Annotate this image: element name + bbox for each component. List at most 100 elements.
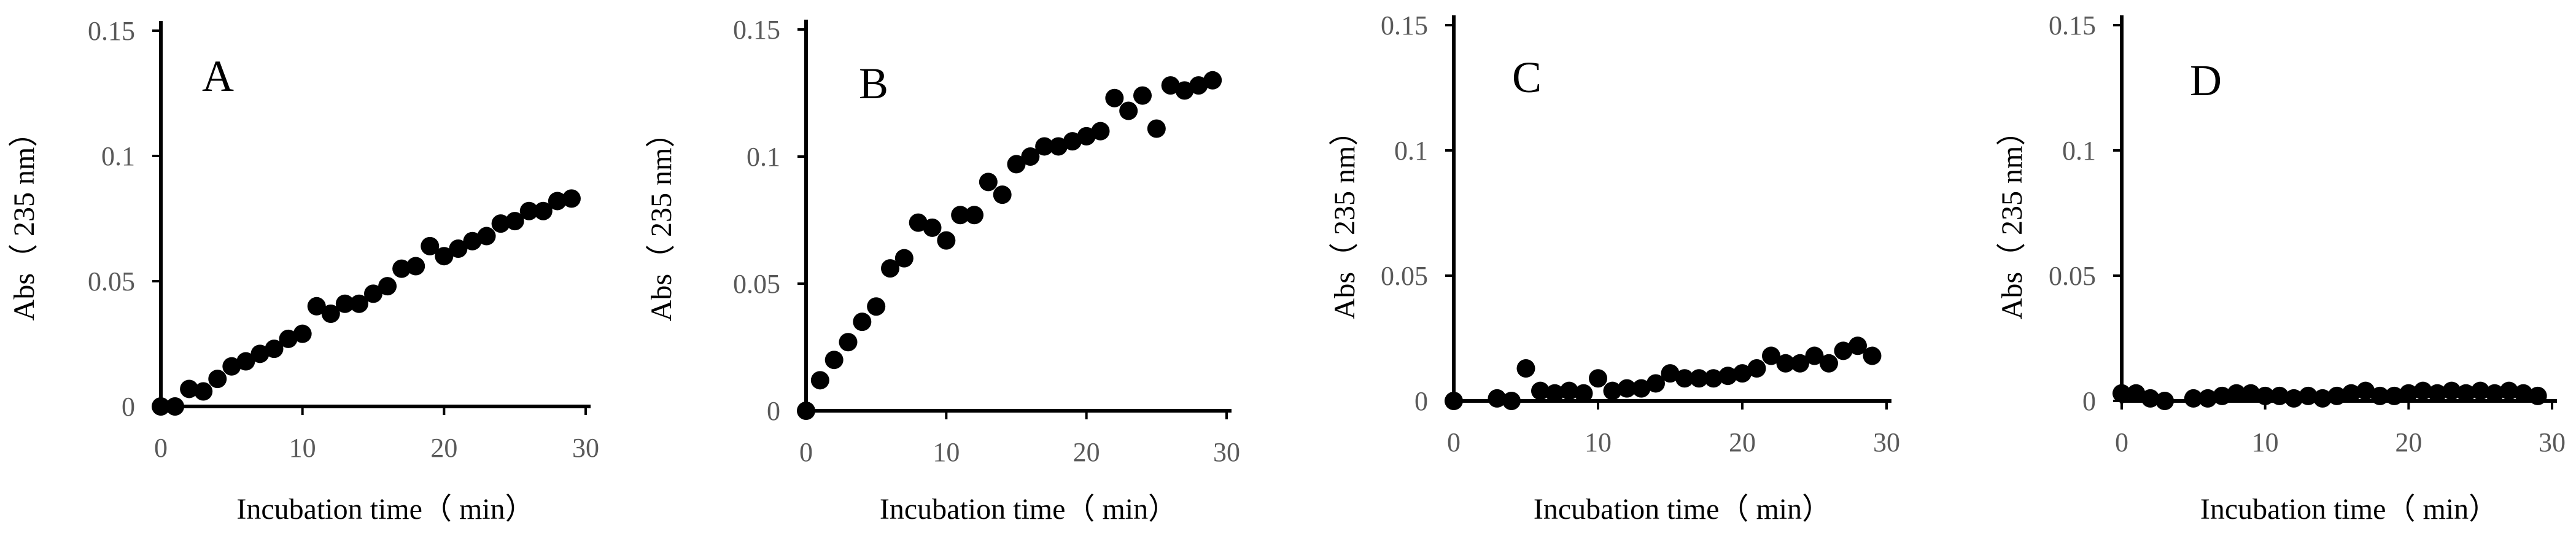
data-point (1545, 384, 1564, 403)
data-point (881, 259, 899, 278)
data-point (1175, 81, 1194, 100)
x-tick-label: 10 (933, 437, 960, 467)
data-point (279, 329, 298, 348)
data-point (1791, 354, 1809, 373)
data-point (1502, 392, 1521, 410)
data-point (2198, 389, 2217, 408)
data-point (435, 247, 454, 266)
data-point (364, 284, 382, 303)
data-point (2299, 386, 2318, 405)
data-point (1603, 381, 1622, 400)
data-point (2313, 389, 2332, 408)
data-point (166, 397, 185, 416)
data-point (2284, 389, 2303, 408)
x-tick-label: 20 (2395, 427, 2422, 457)
y-axis-title: Abs（ 235 nm） (1996, 117, 2028, 320)
data-point (2155, 392, 2174, 410)
data-point (2112, 384, 2131, 403)
data-point (1189, 76, 1208, 95)
data-point (1733, 364, 1752, 383)
data-point (965, 206, 983, 225)
data-point (839, 333, 858, 352)
data-point (2370, 386, 2389, 405)
data-point (2327, 386, 2346, 405)
data-point (1661, 364, 1680, 383)
data-point (1077, 126, 1096, 146)
y-tick-label: 0.1 (2062, 136, 2096, 166)
data-point (951, 206, 970, 225)
data-point (2384, 386, 2403, 405)
data-point (265, 340, 284, 359)
data-point (1488, 389, 1507, 408)
data-point (993, 185, 1012, 204)
data-point (1203, 71, 1222, 90)
y-tick-label: 0.1 (1394, 136, 1428, 166)
data-point (1675, 369, 1694, 388)
data-point (1718, 367, 1737, 386)
x-tick-label: 10 (2252, 427, 2279, 457)
data-point (1105, 88, 1124, 107)
data-point (1589, 369, 1607, 388)
data-point (2399, 384, 2418, 403)
x-tick-label: 30 (1873, 427, 1900, 457)
data-point (1647, 374, 1665, 393)
data-point (867, 297, 886, 316)
y-tick-label: 0.1 (747, 142, 780, 172)
x-tick-label: 20 (430, 433, 457, 463)
x-tick-label: 10 (289, 433, 316, 463)
data-point (1834, 341, 1853, 360)
data-point (1133, 86, 1152, 105)
x-tick-label: 10 (1585, 427, 1612, 457)
data-point (894, 249, 914, 268)
data-point (519, 201, 538, 220)
data-point (194, 382, 213, 401)
data-point (335, 294, 354, 313)
chart-panel-c: 0 0.05 0.1 0.15 0 10 20 30 Incubation time（ min）… (1329, 10, 1900, 526)
data-point (2456, 384, 2475, 403)
data-point (533, 201, 553, 220)
data-point (909, 213, 928, 232)
data-point (1805, 346, 1824, 365)
data-point (923, 218, 942, 237)
x-tick-label: 0 (1447, 427, 1461, 457)
data-point (2241, 384, 2260, 403)
y-tick-label: 0.15 (88, 16, 135, 46)
data-point (1445, 392, 1463, 410)
data-point (979, 173, 998, 192)
data-point (421, 236, 440, 255)
data-point (937, 231, 956, 250)
data-point (1560, 381, 1578, 400)
data-point (2141, 389, 2160, 408)
data-point (1863, 346, 1882, 365)
chart-panel-b: 0 0.05 0.1 0.15 0 10 20 30 Incubation time（ min）… (645, 15, 1240, 526)
data-point (2356, 381, 2375, 400)
data-point (208, 370, 227, 389)
data-point (1063, 132, 1082, 151)
data-point (2514, 384, 2533, 403)
data-point (2256, 386, 2275, 405)
data-point (378, 277, 397, 296)
data-point (1747, 359, 1766, 378)
data-point (562, 189, 581, 208)
data-point (2270, 386, 2289, 405)
data-point (307, 297, 326, 316)
panel-letter: B (859, 59, 888, 108)
data-point (321, 305, 340, 324)
data-point (392, 259, 411, 278)
x-axis-title: Incubation time（ min） (880, 493, 1177, 526)
data-point (853, 313, 872, 332)
data-point (1574, 384, 1593, 403)
x-tick-label: 0 (799, 437, 813, 467)
data-point (1516, 359, 1535, 378)
data-point (2341, 384, 2361, 403)
data-point (2127, 384, 2146, 403)
x-tick-label: 0 (154, 433, 168, 463)
data-point (406, 257, 425, 276)
data-point (1531, 381, 1550, 400)
data-point (2485, 384, 2504, 403)
data-point (810, 371, 829, 390)
y-tick-label: 0 (1414, 386, 1428, 416)
x-tick-label: 20 (1073, 437, 1100, 467)
data-point (548, 192, 567, 211)
